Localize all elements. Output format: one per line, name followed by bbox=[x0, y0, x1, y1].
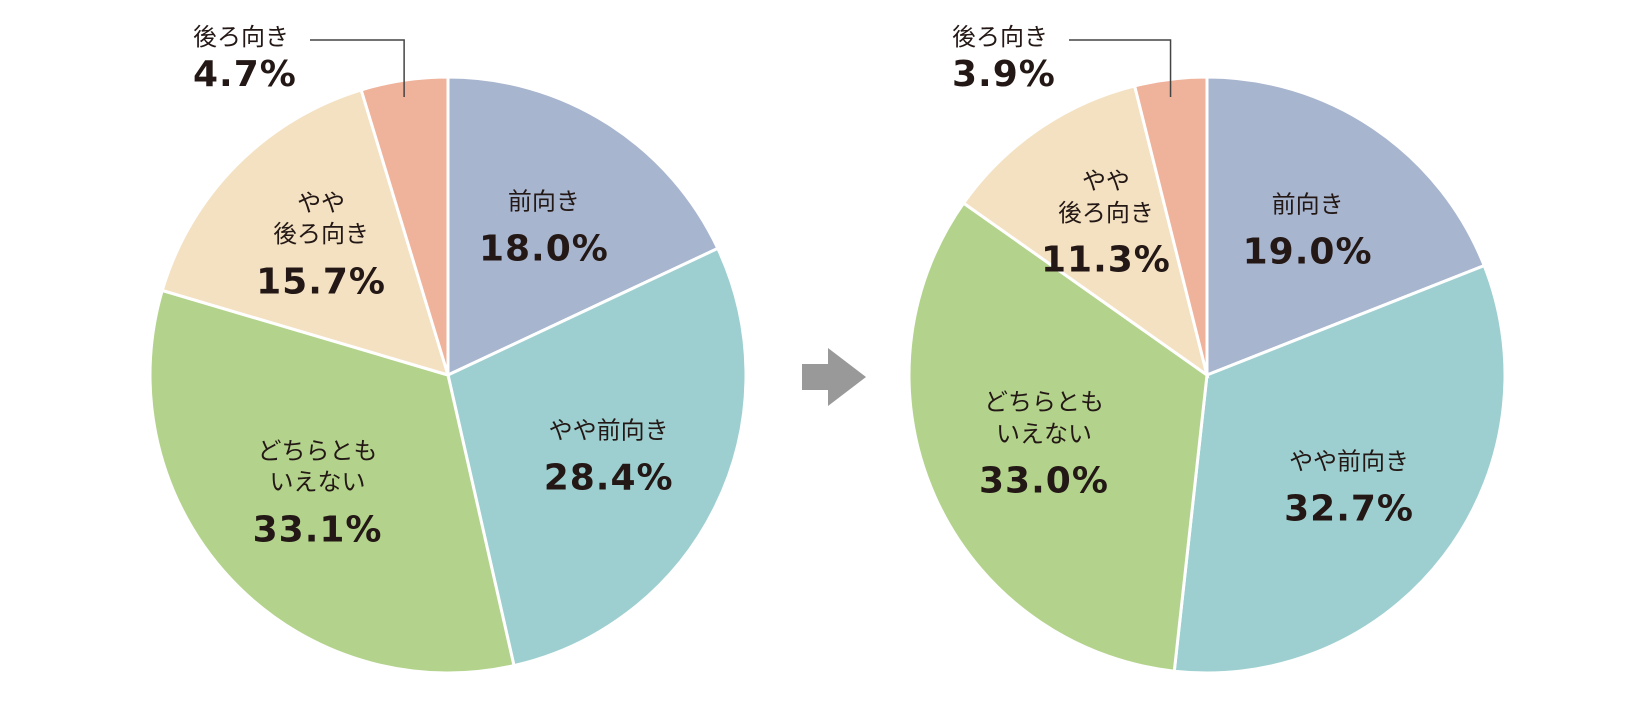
leader-line bbox=[1069, 39, 1172, 97]
pie-slice bbox=[1172, 263, 1507, 675]
pie-slice bbox=[1205, 75, 1487, 378]
slice-label: やや 後ろ向き bbox=[1057, 167, 1154, 227]
value-label: 3.9% bbox=[952, 54, 1056, 95]
pie-slice bbox=[148, 288, 516, 675]
value-label: 33.0% bbox=[979, 460, 1109, 502]
slice-label: どちらとも いえない bbox=[257, 437, 378, 497]
value-label: 28.4% bbox=[543, 458, 674, 500]
slice-label: 前向き bbox=[507, 187, 580, 216]
value-label: 11.3% bbox=[1040, 240, 1171, 282]
slice-label: やや前向き bbox=[548, 416, 669, 445]
value-label: 15.7% bbox=[256, 261, 387, 303]
pie-slice bbox=[961, 84, 1210, 379]
pie-slice bbox=[446, 246, 748, 668]
value-label: 33.1% bbox=[252, 509, 383, 551]
slice-label: どちらとも いえない bbox=[983, 388, 1104, 448]
slice-label: やや前向き bbox=[1289, 446, 1410, 475]
leader-line bbox=[310, 39, 405, 97]
value-label: 32.7% bbox=[1284, 488, 1415, 530]
slice-label: やや 後ろ向き bbox=[273, 188, 370, 249]
value-label: 19.0% bbox=[1242, 231, 1373, 273]
value-label: 4.7% bbox=[193, 54, 297, 95]
value-label: 18.0% bbox=[478, 228, 609, 270]
slice-label: 後ろ向き bbox=[952, 23, 1048, 51]
slice-label: 後ろ向き bbox=[193, 23, 289, 51]
pie-slice bbox=[446, 75, 720, 378]
slice-label: 前向き bbox=[1271, 190, 1344, 219]
pie-slice bbox=[907, 201, 1209, 673]
arrow bbox=[802, 348, 866, 406]
pie-slice bbox=[160, 88, 451, 378]
